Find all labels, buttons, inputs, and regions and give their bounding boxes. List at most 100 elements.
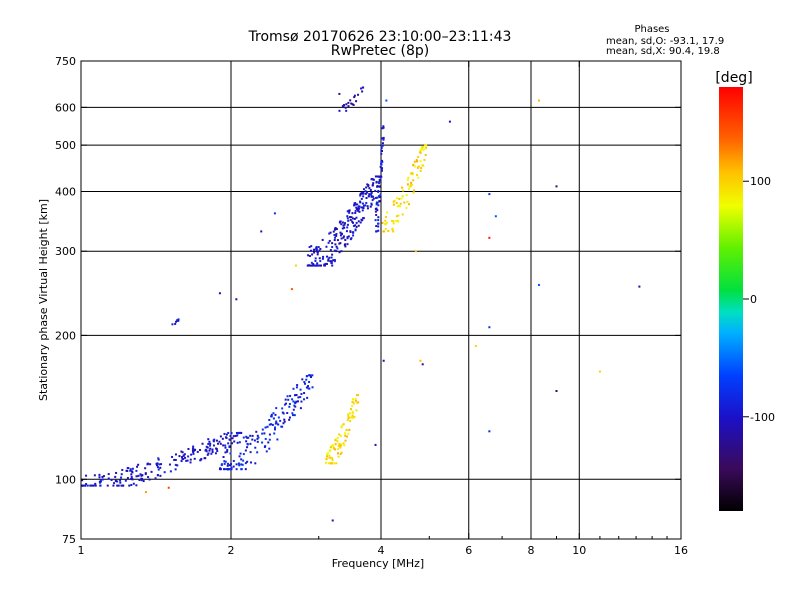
data-point (355, 225, 358, 228)
data-point (366, 207, 369, 210)
data-point (474, 345, 477, 348)
data-point (337, 447, 340, 450)
data-point (310, 376, 313, 379)
data-point (337, 445, 340, 448)
data-point (360, 218, 363, 221)
data-point (209, 447, 212, 450)
data-point (205, 450, 208, 453)
data-point (333, 249, 336, 252)
data-point (235, 468, 238, 471)
data-point (346, 419, 349, 422)
data-point (149, 463, 152, 466)
data-point (281, 407, 284, 410)
data-point (130, 475, 133, 478)
data-point (330, 260, 333, 263)
data-point (357, 93, 360, 96)
data-point (351, 217, 354, 220)
data-point (150, 470, 153, 473)
data-point (329, 249, 332, 252)
data-point (331, 242, 334, 245)
data-point (382, 230, 385, 233)
data-point (226, 464, 229, 467)
data-point (318, 257, 321, 260)
data-point (318, 249, 321, 252)
data-point (352, 402, 355, 405)
data-point (270, 423, 273, 426)
data-point (375, 213, 378, 216)
data-point (193, 448, 196, 451)
data-point (212, 444, 215, 447)
phases-title: Phases (634, 24, 669, 35)
data-point (327, 259, 330, 262)
data-point (81, 484, 84, 487)
data-point (369, 193, 372, 196)
data-point (99, 479, 102, 482)
data-point (94, 482, 97, 485)
data-point (190, 453, 193, 456)
data-point (423, 158, 426, 161)
data-point (296, 400, 299, 403)
data-point (119, 481, 122, 484)
data-point (209, 444, 212, 447)
data-point (331, 444, 334, 447)
data-point (229, 468, 232, 471)
data-point (334, 439, 337, 442)
data-point (308, 246, 311, 249)
data-point (407, 176, 410, 179)
data-point (370, 203, 373, 206)
data-point (218, 440, 221, 443)
data-point (91, 484, 94, 487)
data-point (328, 454, 331, 457)
data-point (391, 227, 394, 230)
data-point (377, 219, 380, 222)
data-point (422, 148, 425, 151)
data-point (256, 440, 259, 443)
data-point (226, 450, 229, 453)
data-point (419, 160, 422, 163)
data-point (344, 245, 347, 248)
data-point (339, 444, 342, 447)
data-point (132, 482, 135, 485)
data-point (376, 196, 379, 199)
data-point (319, 264, 322, 267)
data-point (129, 468, 132, 471)
data-point (296, 384, 299, 387)
data-point (249, 451, 252, 454)
data-point (381, 142, 384, 145)
data-point (291, 414, 294, 417)
data-point (351, 411, 354, 414)
data-point (328, 256, 331, 259)
data-point (380, 163, 383, 166)
data-point (226, 462, 229, 465)
data-point (359, 192, 362, 195)
data-point (392, 220, 395, 223)
data-points (80, 86, 641, 522)
data-point (371, 195, 374, 198)
data-point (347, 235, 350, 238)
data-point (282, 422, 285, 425)
data-point (199, 448, 202, 451)
data-point (488, 326, 491, 329)
data-point (314, 259, 317, 262)
data-point (140, 478, 143, 481)
data-point (184, 456, 187, 459)
data-point (263, 432, 266, 435)
data-point (174, 322, 177, 325)
data-point (257, 436, 260, 439)
data-point (171, 455, 174, 458)
data-point (362, 188, 365, 191)
data-point (189, 461, 192, 464)
data-point (246, 443, 249, 446)
data-point (412, 179, 415, 182)
data-point (339, 453, 342, 456)
data-point (348, 209, 351, 212)
data-point (325, 457, 328, 460)
data-point (375, 207, 378, 210)
data-point (260, 230, 263, 233)
data-point (339, 242, 342, 245)
data-point (362, 207, 365, 210)
data-point (285, 402, 288, 405)
data-point (424, 153, 427, 156)
data-point (228, 464, 231, 467)
